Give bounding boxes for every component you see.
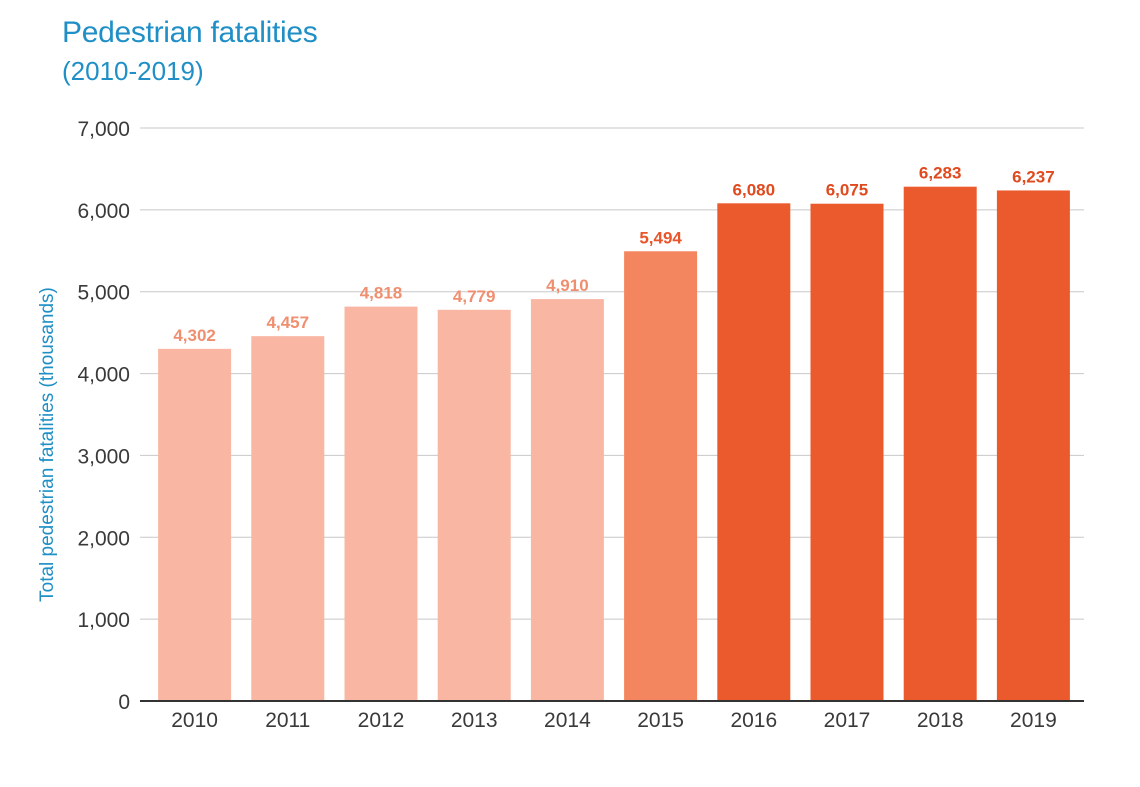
bar xyxy=(251,336,325,701)
y-axis-label: Total pedestrian fatalities (thousands) xyxy=(37,287,58,602)
x-axis-ticks: 2010 2011 2012 2013 2014 2015 2016 2017 2018 2019 xyxy=(171,709,1057,732)
chart-title: Pedestrian fatalities xyxy=(62,16,318,49)
data-label: 4,302 xyxy=(173,326,216,345)
x-tick-label: 2017 xyxy=(824,709,871,732)
bar xyxy=(903,186,977,701)
data-label: 4,457 xyxy=(267,313,310,332)
x-tick-label: 2010 xyxy=(171,709,218,732)
bar xyxy=(996,190,1070,701)
data-label: 4,779 xyxy=(453,287,496,306)
data-label: 4,818 xyxy=(360,284,403,303)
bar xyxy=(158,348,232,701)
data-label: 5,494 xyxy=(639,228,682,247)
data-label: 6,283 xyxy=(919,164,962,183)
chart-subtitle: (2010-2019) xyxy=(62,56,204,86)
bars xyxy=(158,186,1070,702)
y-tick-label: 1,000 xyxy=(77,609,130,632)
y-tick-label: 4,000 xyxy=(77,364,130,387)
x-tick-label: 2019 xyxy=(1010,709,1057,732)
x-tick-label: 2014 xyxy=(544,709,591,732)
bar xyxy=(624,251,698,701)
y-axis-ticks: 0 1,000 2,000 3,000 4,000 5,000 6,000 7,000 xyxy=(77,118,130,714)
x-tick-label: 2012 xyxy=(358,709,405,732)
y-tick-label: 6,000 xyxy=(77,200,130,223)
bar xyxy=(530,299,604,701)
bar xyxy=(437,309,511,701)
x-tick-label: 2018 xyxy=(917,709,964,732)
bar xyxy=(717,203,791,701)
data-label: 6,237 xyxy=(1012,167,1055,186)
bar xyxy=(810,203,884,702)
bar xyxy=(344,306,418,701)
y-tick-label: 5,000 xyxy=(77,282,130,305)
data-labels: 4,302 4,457 4,818 4,779 4,910 5,494 6,080 6,075… xyxy=(173,164,1054,345)
y-tick-label: 7,000 xyxy=(77,118,130,141)
x-tick-label: 2013 xyxy=(451,709,498,732)
x-tick-label: 2016 xyxy=(730,709,777,732)
data-label: 6,080 xyxy=(733,180,776,199)
y-tick-label: 0 xyxy=(118,691,130,714)
y-tick-label: 2,000 xyxy=(77,527,130,550)
x-tick-label: 2011 xyxy=(265,709,310,732)
data-label: 4,910 xyxy=(546,276,589,295)
data-label: 6,075 xyxy=(826,181,869,200)
x-tick-label: 2015 xyxy=(637,709,684,732)
y-tick-label: 3,000 xyxy=(77,445,130,468)
